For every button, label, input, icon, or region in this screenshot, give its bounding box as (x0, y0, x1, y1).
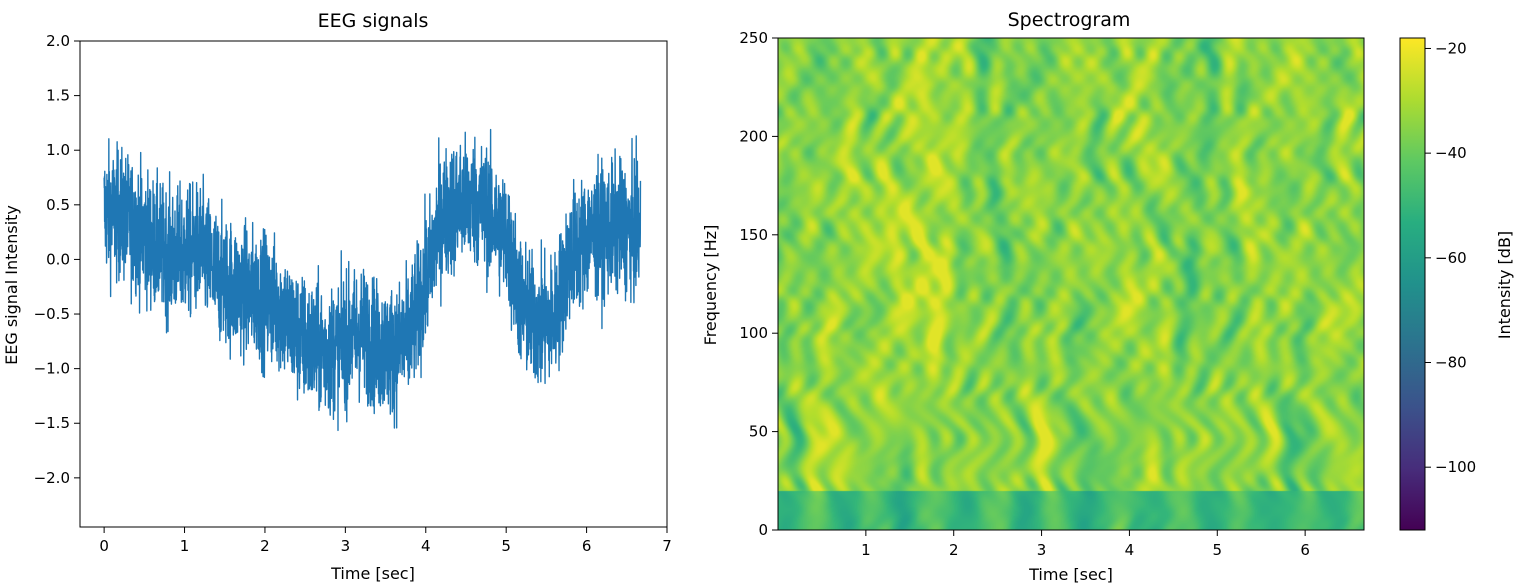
eeg-x-tick-label: 0 (99, 537, 109, 555)
eeg-y-tick-label: −2.0 (34, 469, 70, 487)
eeg-chart: EEG signals 0 1 2 3 4 5 6 7 2.0 1.5 1.0 0.5 0.0 −0.5… (2, 10, 672, 583)
colorbar-tick-label: −80 (1435, 354, 1467, 372)
eeg-title: EEG signals (318, 10, 429, 32)
eeg-x-axis-label: Time [sec] (330, 564, 415, 583)
colorbar-ticks: −20 −40 −60 −80 −100 (1425, 39, 1476, 476)
spectrogram-y-ticks: 0 50 100 150 200 250 (739, 29, 778, 539)
eeg-axes-frame (79, 40, 668, 528)
colorbar-label: Intensity [dB] (1495, 231, 1514, 339)
spectrogram-y-axis-label: Frequency [Hz] (701, 225, 720, 346)
spectrogram-image (778, 38, 1364, 530)
spectrogram-x-axis-label: Time [sec] (1028, 565, 1113, 584)
spectrogram-y-tick-label: 100 (739, 324, 768, 342)
eeg-y-tick-label: 0.5 (46, 196, 70, 214)
spectrogram-x-tick-label: 4 (1125, 541, 1135, 559)
spectrogram-x-tick-label: 3 (1037, 541, 1047, 559)
eeg-y-tick-label: −1.5 (34, 414, 70, 432)
eeg-x-tick-label: 7 (662, 537, 672, 555)
colorbar-tick-label: −20 (1435, 39, 1467, 57)
eeg-plot-area (103, 128, 642, 432)
spectrogram-x-tick-label: 5 (1213, 541, 1223, 559)
colorbar-tick-label: −40 (1435, 144, 1467, 162)
eeg-y-tick-label: 0.0 (46, 250, 70, 268)
spectrogram-x-tick-label: 6 (1300, 541, 1310, 559)
spectrogram-y-tick-label: 250 (739, 29, 768, 47)
eeg-x-ticks: 0 1 2 3 4 5 6 7 (99, 527, 672, 555)
eeg-y-tick-label: 2.0 (46, 32, 70, 50)
eeg-x-tick-label: 2 (260, 537, 270, 555)
eeg-x-tick-label: 3 (341, 537, 351, 555)
spectrogram-title: Spectrogram (1008, 9, 1131, 31)
spectrogram-axes-frame (777, 37, 1365, 531)
eeg-x-tick-label: 4 (421, 537, 431, 555)
spectrogram-x-tick-label: 2 (949, 541, 959, 559)
eeg-y-tick-label: 1.0 (46, 141, 70, 159)
colorbar-tick-label: −100 (1435, 458, 1476, 476)
colorbar-tick-label: −60 (1435, 249, 1467, 267)
spectrogram-chart: Spectrogram 1 2 3 4 5 6 0 50 100 150 200 250 Time … (701, 9, 1514, 584)
spectrogram-y-tick-label: 0 (758, 521, 768, 539)
eeg-y-tick-label: −1.0 (34, 360, 70, 378)
spectrogram-y-tick-label: 150 (739, 226, 768, 244)
eeg-signal-line (103, 128, 642, 432)
spectrogram-x-ticks: 1 2 3 4 5 6 (861, 530, 1310, 559)
eeg-y-ticks: 2.0 1.5 1.0 0.5 0.0 −0.5 −1.0 −1.5 −2.0 (34, 32, 80, 487)
eeg-y-tick-label: −0.5 (34, 305, 70, 323)
colorbar (1399, 37, 1426, 531)
spectrogram-x-tick-label: 1 (861, 541, 871, 559)
spectrogram-y-tick-label: 50 (749, 423, 768, 441)
eeg-x-tick-label: 6 (582, 537, 592, 555)
eeg-y-tick-label: 1.5 (46, 87, 70, 105)
eeg-y-axis-label: EEG signal Intensity (2, 205, 21, 365)
spectrogram-y-tick-label: 200 (739, 127, 768, 145)
eeg-x-tick-label: 1 (180, 537, 190, 555)
eeg-x-tick-label: 5 (501, 537, 511, 555)
